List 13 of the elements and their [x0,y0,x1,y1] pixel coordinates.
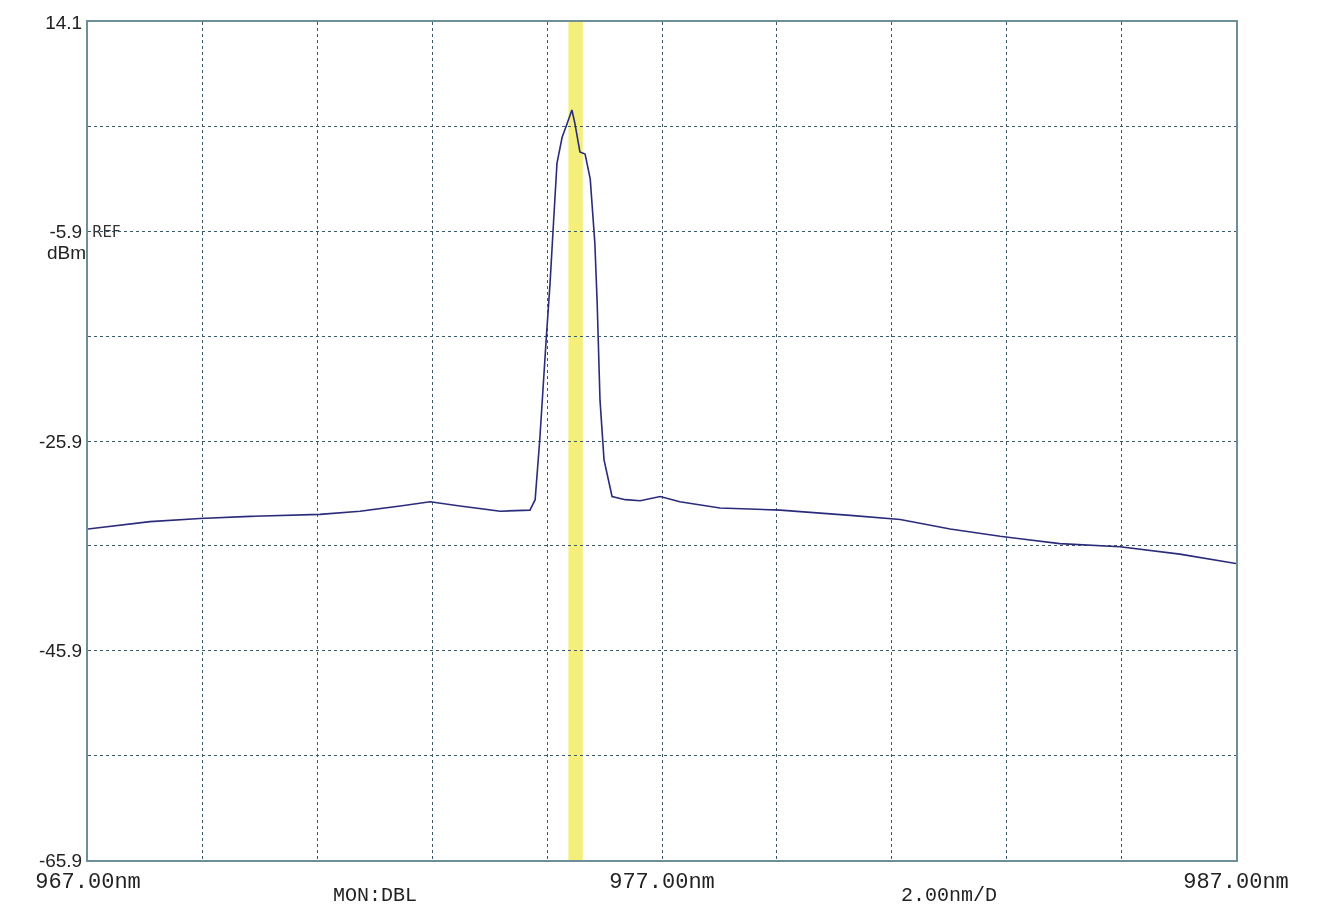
y-axis-title: dBm [47,242,87,263]
y-tick-label: -45.9 [38,640,83,662]
y-tick-label: -5.9 [49,221,83,243]
text: 2.00nm/D [901,884,998,907]
y-tick-label: -65.9 [38,849,83,871]
y-tick-label: 14.1 [45,11,83,33]
x-tick-label: 987.00nm [1183,870,1289,896]
line-series [88,109,1236,565]
annotation: REF [92,223,121,241]
text: MON:DBL [333,884,418,907]
y-tick-label: -25.9 [38,430,83,452]
x-tick-label: 977.00nm [609,870,715,896]
x-tick-label: 967.00nm [35,870,141,896]
